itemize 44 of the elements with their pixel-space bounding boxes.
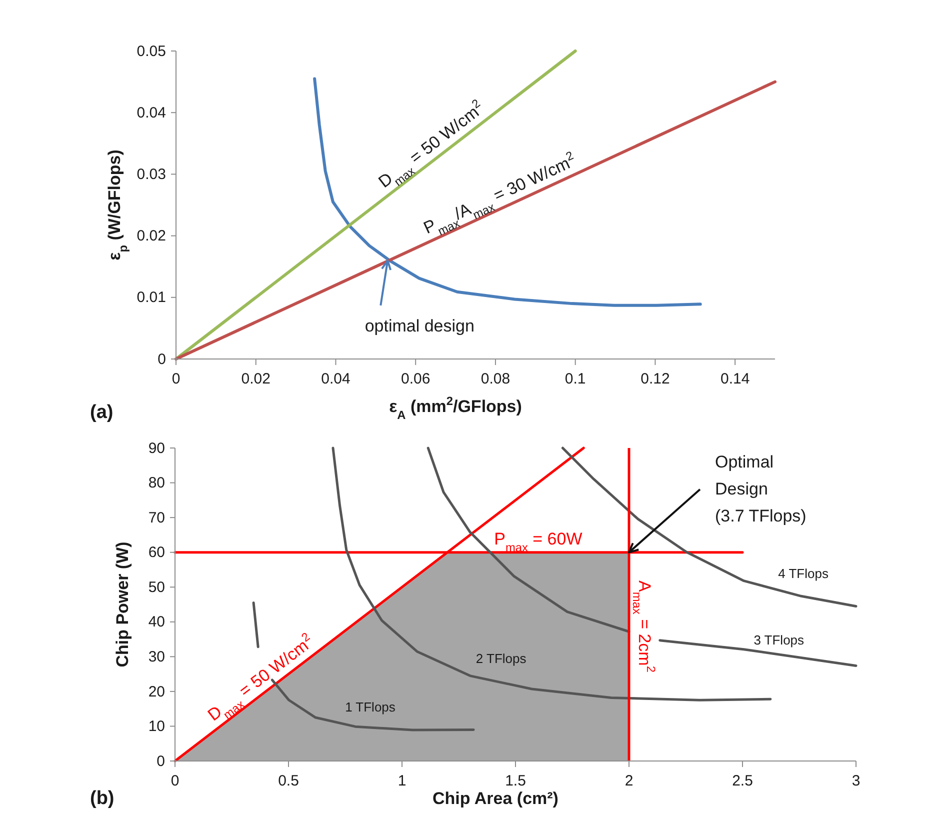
x-tick-label: 2 (624, 772, 634, 790)
y-tick-label: 40 (148, 614, 165, 631)
series-label: 1 TFlops (345, 700, 396, 716)
annotation: optimal design (364, 316, 474, 336)
text: (a) (90, 402, 114, 423)
x-tick-label: 2.5 (732, 772, 753, 790)
y-tick-label: 0.04 (136, 104, 166, 122)
y-tick-label: 0 (156, 752, 165, 770)
y-tick-label: 10 (148, 718, 165, 736)
series-label: 4 TFlops (778, 566, 829, 582)
x-tick-label: 0.14 (720, 370, 750, 388)
x-tick-label: 0.1 (564, 370, 586, 388)
x-tick-label: 0.06 (401, 370, 430, 388)
series-label: P$_{max}$ = 60W (494, 529, 582, 554)
y-axis-title: Chip Power (W) (113, 542, 132, 668)
annotation: Optimal Design (3.7 TFlops) (715, 452, 806, 526)
x-tick-label: 3 (852, 772, 860, 790)
x-axis-title: ε$_{A}$ (mm$^{2}$/GFlops) (389, 394, 522, 422)
y-tick-label: 30 (148, 648, 165, 666)
y-tick-label: 90 (148, 440, 165, 457)
y-tick-label: 0.01 (136, 289, 166, 306)
y-tick-label: 20 (148, 683, 165, 700)
x-tick-label: 0.5 (278, 772, 299, 790)
x-axis-title: Chip Area (cm²) (432, 789, 558, 808)
x-tick-label: 1.5 (505, 772, 526, 790)
x-tick-label: 0.08 (480, 370, 510, 388)
x-tick-label: 0 (172, 370, 180, 388)
y-tick-label: 60 (148, 544, 165, 562)
y-tick-label: 50 (148, 578, 165, 596)
x-tick-label: 0.02 (241, 370, 270, 388)
x-tick-label: 1 (398, 772, 406, 790)
x-tick-label: 0.12 (640, 370, 670, 388)
x-tick-label: 0 (170, 772, 180, 790)
text: (b) (90, 788, 114, 809)
y-tick-label: 0 (158, 350, 166, 368)
series-label: 3 TFlops (754, 632, 805, 648)
y-tick-label: 0.05 (136, 42, 166, 60)
y-tick-label: 80 (148, 474, 165, 492)
series-label: 2 TFlops (476, 651, 527, 666)
line-series (313, 77, 702, 307)
y-tick-label: 0.02 (136, 228, 166, 245)
x-tick-label: 0.04 (321, 370, 350, 388)
y-tick-label: 70 (148, 509, 165, 526)
y-tick-label: 0.03 (136, 166, 166, 183)
